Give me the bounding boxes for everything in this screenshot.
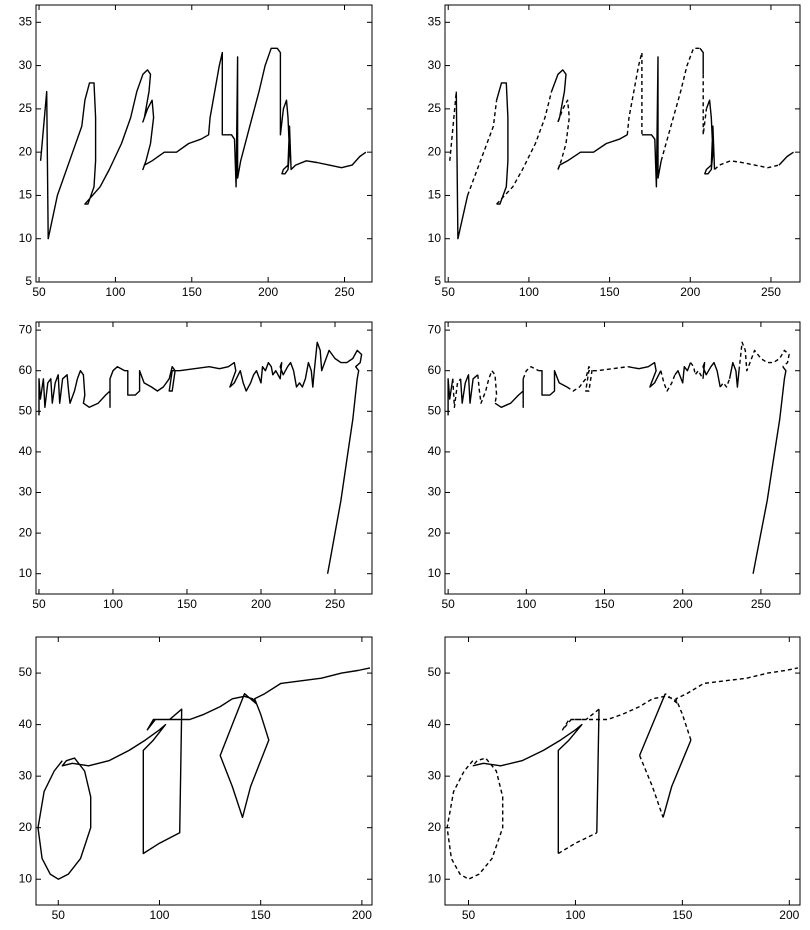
x-tick-label: 100 [149,908,169,922]
trace-line [447,668,798,879]
x-tick-label: 200 [680,285,700,299]
x-tick-label: 50 [52,908,66,922]
axes-frame [445,5,800,282]
trace-line [473,694,691,854]
y-tick-label: 20 [19,144,33,158]
x-tick-label: 200 [251,597,271,611]
x-tick-label: 50 [442,285,456,299]
y-tick-label: 50 [19,403,33,417]
trace-line [448,363,786,574]
x-tick-label: 200 [352,908,372,922]
y-tick-label: 40 [428,444,442,458]
y-tick-label: 60 [428,363,442,377]
x-tick-label: 250 [761,285,781,299]
y-tick-label: 50 [19,665,33,679]
y-tick-label: 40 [19,444,33,458]
x-tick-label: 150 [251,908,271,922]
y-tick-label: 50 [428,403,442,417]
y-tick-label: 20 [19,820,33,834]
x-tick-label: 200 [258,285,278,299]
x-tick-label: 150 [177,597,197,611]
x-tick-label: 200 [779,908,799,922]
x-tick-label: 100 [519,285,539,299]
y-tick-label: 20 [428,144,442,158]
trace-line [38,668,370,879]
y-tick-label: 25 [428,101,442,115]
y-tick-label: 70 [19,322,33,336]
y-tick-label: 40 [19,717,33,731]
x-tick-label: 100 [516,597,536,611]
figure: 50 100 150 200 250 5 10 15 20 25 30 35 50 100 150 200 25… [0,0,810,930]
axes-frame [36,637,372,905]
y-tick-label: 30 [19,485,33,499]
y-tick-label: 30 [19,58,33,72]
y-tick-label: 5 [25,274,32,288]
trace-line [450,48,779,204]
y-tick-label: 30 [428,768,442,782]
y-tick-label: 40 [428,717,442,731]
x-tick-label: 50 [441,597,455,611]
x-tick-label: 150 [594,597,614,611]
x-tick-label: 50 [32,285,46,299]
y-tick-label: 10 [19,231,33,245]
y-tick-label: 10 [428,231,442,245]
x-tick-label: 100 [103,597,123,611]
y-tick-label: 25 [19,101,33,115]
y-tick-label: 30 [428,485,442,499]
x-tick-label: 250 [751,597,771,611]
x-tick-label: 100 [105,285,125,299]
y-tick-label: 20 [19,525,33,539]
x-tick-label: 250 [334,285,354,299]
axes-frame [36,5,372,282]
x-tick-label: 50 [462,908,476,922]
x-tick-label: 100 [565,908,585,922]
x-tick-label: 200 [673,597,693,611]
y-tick-label: 20 [428,820,442,834]
trace-line [41,48,366,238]
y-tick-label: 35 [428,14,442,28]
y-tick-label: 10 [19,871,33,885]
y-tick-label: 35 [19,14,33,28]
y-tick-label: 10 [428,871,442,885]
y-tick-label: 10 [428,566,442,580]
x-tick-label: 150 [600,285,620,299]
axes-frame [445,637,800,905]
y-tick-label: 60 [19,363,33,377]
y-tick-label: 10 [19,566,33,580]
y-tick-label: 15 [19,188,33,202]
y-tick-label: 5 [434,274,441,288]
x-tick-label: 150 [672,908,692,922]
y-tick-label: 20 [428,525,442,539]
x-tick-label: 150 [182,285,202,299]
y-tick-label: 30 [428,58,442,72]
x-tick-label: 50 [32,597,46,611]
y-tick-label: 30 [19,768,33,782]
x-tick-label: 250 [325,597,345,611]
y-tick-label: 50 [428,665,442,679]
y-tick-label: 15 [428,188,442,202]
trace-line [456,48,793,238]
y-tick-label: 70 [428,322,442,336]
trace-line [39,342,362,573]
